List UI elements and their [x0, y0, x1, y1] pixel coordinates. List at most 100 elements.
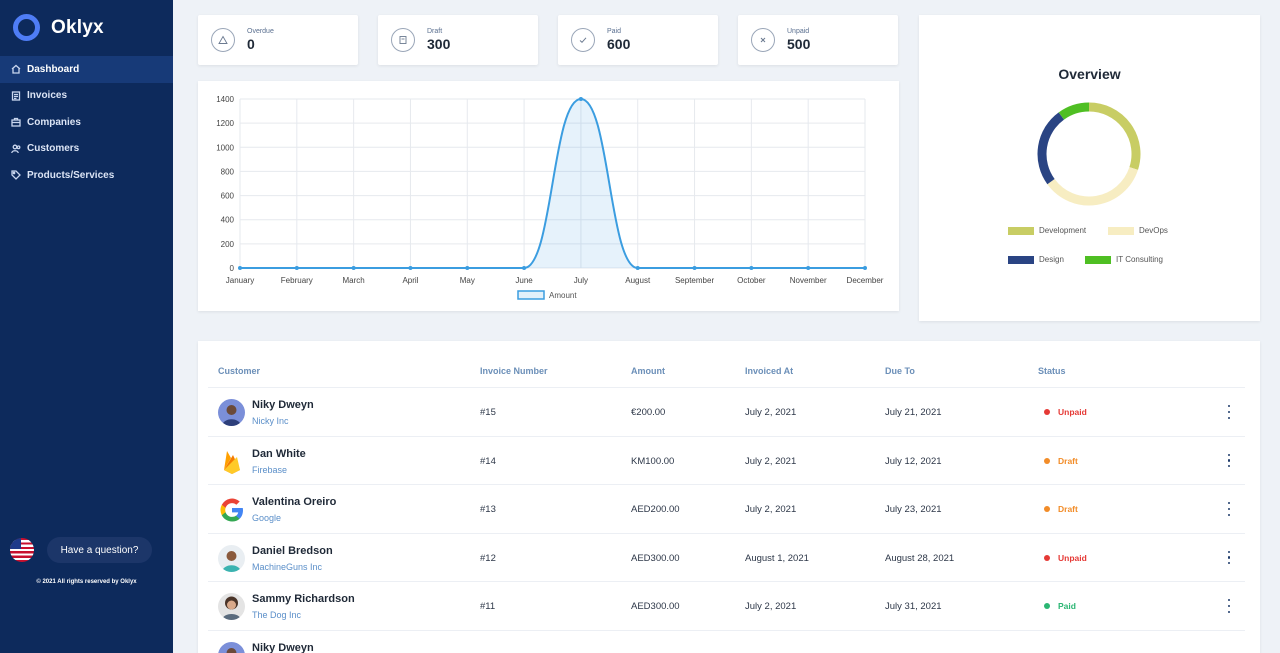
donut-slice-it-consulting[interactable] — [1058, 102, 1090, 120]
table-row[interactable]: Niky Dweyn — [208, 629, 1245, 653]
customer-name: Dan White — [252, 447, 306, 460]
legend-swatch — [1008, 226, 1034, 235]
legend-swatch — [1008, 255, 1034, 264]
row-actions-menu-icon[interactable] — [1224, 453, 1234, 468]
stat-card-unpaid[interactable]: Unpaid 500 — [738, 15, 898, 65]
invoice-number: #15 — [480, 407, 496, 418]
status-dot — [1044, 409, 1050, 415]
copyright-text: © 2021 All rights reserved by Oklyx — [36, 579, 137, 585]
warning-icon — [211, 28, 235, 52]
sidebar-item-label: Companies — [27, 116, 81, 128]
x-tick-label: September — [675, 276, 714, 285]
stat-card-paid[interactable]: Paid 600 — [558, 15, 718, 65]
legend-label-amount: Amount — [549, 291, 577, 300]
brand-name: Oklyx — [51, 16, 104, 38]
due-date: August 28, 2021 — [885, 552, 955, 564]
home-icon — [11, 64, 21, 74]
invoice-amount: AED200.00 — [631, 504, 680, 515]
table-row[interactable]: Niky Dweyn Nicky Inc #15 €200.00 July 2,… — [208, 387, 1245, 436]
customer-name: Niky Dweyn — [252, 399, 314, 411]
stat-card-draft[interactable]: Draft 300 — [378, 15, 538, 65]
column-header-due-to[interactable]: Due To — [885, 366, 915, 376]
column-header-invoiced-at[interactable]: Invoiced At — [745, 366, 794, 376]
donut-slice-development[interactable] — [1088, 102, 1141, 170]
line-chart-svg: 0 200 400 600 800 1000 1200 1400 January February… — [216, 95, 884, 300]
row-actions-menu-icon[interactable] — [1224, 405, 1234, 419]
oklyx-logo-icon — [13, 14, 40, 41]
briefcase-icon — [11, 118, 21, 127]
data-point — [465, 266, 470, 270]
column-header-customer[interactable]: Customer — [218, 366, 261, 376]
table-row[interactable]: Daniel Bredson MachineGuns Inc #12 AED30… — [208, 532, 1245, 582]
us-flag-icon[interactable] — [10, 538, 34, 562]
customer-name: Niky Dweyn — [252, 641, 314, 653]
customer-name: Sammy Richardson — [252, 593, 355, 605]
table-row[interactable]: Dan White Firebase #14 KM100.00 July 2, … — [208, 435, 1245, 485]
customer-company[interactable]: Google — [252, 513, 282, 523]
customer-company[interactable]: Nicky Inc — [252, 416, 289, 426]
sidebar-item-invoices[interactable]: Invoices — [0, 83, 173, 110]
donut-slice-devops[interactable] — [1047, 166, 1138, 206]
google-logo-icon — [218, 496, 245, 523]
sidebar-item-products-services[interactable]: Products/Services — [0, 162, 173, 189]
legend-swatch — [1085, 255, 1111, 264]
status-badge: Unpaid — [1044, 407, 1087, 417]
status-label: Draft — [1058, 504, 1078, 514]
x-tick-label: February — [281, 276, 313, 285]
data-point — [692, 266, 697, 270]
customer-company[interactable]: MachineGuns Inc — [252, 561, 323, 572]
invoices-table: Customer Invoice Number Amount Invoiced … — [198, 341, 1260, 653]
legend-item-devops[interactable]: DevOps — [1108, 226, 1168, 235]
y-tick-label: 1000 — [216, 143, 234, 152]
x-tick-label: March — [343, 276, 365, 285]
overview-title: Overview — [1058, 66, 1121, 82]
table-row[interactable]: Valentina Oreiro Google #13 AED200.00 Ju… — [208, 484, 1245, 533]
data-point — [635, 266, 640, 270]
table-row[interactable]: Sammy Richardson The Dog Inc #11 AED300.… — [208, 581, 1245, 630]
donut-slice-design[interactable] — [1037, 112, 1065, 185]
customer-company[interactable]: Firebase — [252, 464, 288, 475]
stat-value: 0 — [247, 36, 255, 52]
column-header-status[interactable]: Status — [1038, 366, 1066, 376]
data-point — [522, 266, 527, 270]
sidebar-item-label: Dashboard — [27, 63, 80, 75]
customer-avatar — [218, 593, 245, 620]
legend-item-design[interactable]: Design — [1008, 255, 1064, 264]
invoice-number: #11 — [480, 601, 496, 612]
status-dot — [1044, 554, 1050, 561]
stat-value: 500 — [787, 36, 811, 52]
invoice-amount: AED300.00 — [631, 601, 680, 612]
y-tick-label: 1200 — [216, 119, 234, 128]
sidebar-item-customers[interactable]: Customers — [0, 136, 173, 163]
sidebar: Oklyx Dashboard Invoices Companies Custo… — [0, 0, 173, 653]
column-header-amount[interactable]: Amount — [631, 366, 665, 376]
help-button[interactable]: Have a question? — [47, 537, 152, 563]
invoice-number: #12 — [480, 552, 496, 564]
sidebar-item-companies[interactable]: Companies — [0, 109, 173, 136]
sidebar-item-dashboard[interactable]: Dashboard — [0, 56, 173, 83]
row-actions-menu-icon[interactable] — [1224, 502, 1234, 516]
status-dot — [1044, 506, 1050, 512]
document-icon — [391, 28, 415, 52]
stat-value: 600 — [607, 36, 631, 52]
y-tick-label: 1400 — [216, 95, 234, 104]
legend-label: IT Consulting — [1116, 255, 1163, 264]
sidebar-item-label: Products/Services — [27, 169, 115, 181]
row-actions-menu-icon[interactable] — [1224, 599, 1234, 613]
close-icon — [751, 28, 775, 52]
invoiced-at: July 2, 2021 — [745, 504, 797, 515]
data-point — [749, 266, 754, 270]
customer-company[interactable]: The Dog Inc — [252, 610, 302, 620]
row-actions-menu-icon[interactable] — [1224, 550, 1234, 565]
legend-label: Design — [1039, 255, 1064, 264]
sidebar-nav: Dashboard Invoices Companies Customers P… — [0, 56, 173, 189]
legend-item-it-consulting[interactable]: IT Consulting — [1085, 255, 1163, 264]
invoice-number: #13 — [480, 504, 496, 515]
stat-label: Overdue — [247, 28, 274, 35]
stat-card-overdue[interactable]: Overdue 0 — [198, 15, 358, 65]
column-header-invoice-number[interactable]: Invoice Number — [480, 366, 548, 376]
brand[interactable]: Oklyx — [13, 14, 104, 41]
stat-label: Paid — [607, 28, 622, 35]
overview-donut-chart — [1037, 102, 1141, 206]
legend-item-development[interactable]: Development — [1008, 226, 1086, 235]
